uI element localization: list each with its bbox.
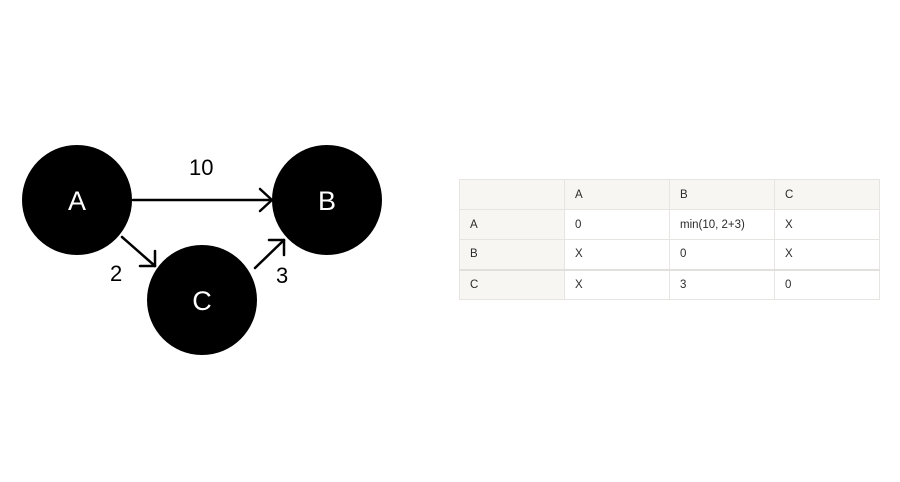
table-cell: 0 <box>774 268 880 300</box>
node-b-label: B <box>318 186 336 216</box>
node-c: C <box>147 245 257 355</box>
table-header-row: A B C <box>459 179 880 210</box>
table-cell: 0 <box>669 239 775 270</box>
corner-cell <box>459 179 565 210</box>
row-header-c: C <box>459 268 565 300</box>
table-cell: 3 <box>669 268 775 300</box>
table-row: B X 0 X <box>459 239 880 270</box>
table-cell: X <box>564 268 670 300</box>
node-a: A <box>22 145 132 255</box>
node-a-label: A <box>68 186 86 216</box>
table-row: A 0 min(10, 2+3) X <box>459 209 880 240</box>
table-row: C X 3 0 <box>459 268 880 300</box>
node-b: B <box>272 145 382 255</box>
table-cell: X <box>774 209 880 240</box>
table-cell: X <box>774 239 880 270</box>
table-cell: 0 <box>564 209 670 240</box>
node-c-label: C <box>192 286 212 316</box>
edge-c-b-weight: 3 <box>276 263 288 288</box>
column-header-b: B <box>669 179 775 210</box>
edge-a-b-weight: 10 <box>189 155 213 180</box>
row-header-b: B <box>459 239 565 270</box>
table-cell: X <box>564 239 670 270</box>
edge-a-c <box>120 235 157 268</box>
edge-c-b <box>253 238 286 270</box>
row-header-a: A <box>459 209 565 240</box>
edge-a-c-weight: 2 <box>110 261 122 286</box>
column-header-a: A <box>564 179 670 210</box>
table-cell: min(10, 2+3) <box>669 209 775 240</box>
graph-diagram: 10 2 3 A B C <box>22 145 382 355</box>
edge-a-b <box>131 187 274 213</box>
column-header-c: C <box>774 179 880 210</box>
distance-matrix-table: A B C A 0 min(10, 2+3) X B X 0 X C X 3 0 <box>459 179 880 300</box>
